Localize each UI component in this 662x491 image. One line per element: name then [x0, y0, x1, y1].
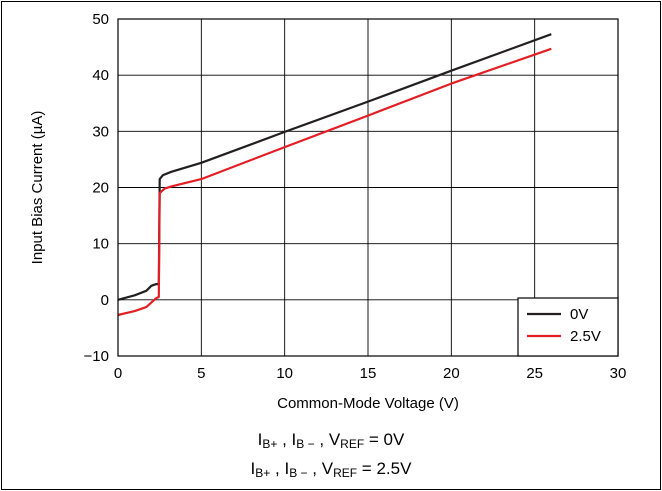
- caption-text: I: [257, 430, 263, 449]
- x-tick-label: 0: [114, 365, 122, 382]
- y-axis-title: Input Bias Current (µA): [29, 111, 46, 265]
- tick-labels: 0 5 10 15 20 25 30 −10 0 10 20 30 40 50: [84, 11, 627, 382]
- series-line-2-5v: [117, 47, 552, 317]
- caption-subscript: B+: [262, 437, 278, 451]
- y-tick-label: 0: [101, 292, 109, 309]
- caption-subscript: REF: [333, 466, 358, 480]
- y-tick-label: 30: [92, 123, 109, 140]
- caption-text: , I: [270, 459, 290, 478]
- caption-text: = 0V: [364, 430, 405, 449]
- x-tick-label: 25: [526, 365, 543, 382]
- x-tick-label: 15: [360, 365, 377, 382]
- y-tick-label: 40: [92, 67, 109, 84]
- y-tick-label: 20: [92, 180, 109, 197]
- caption-subscript: B+: [255, 466, 271, 480]
- caption-ref-0v: IB+ , IB − , VREF = 0V: [2, 430, 660, 450]
- y-tick-label: −10: [84, 348, 109, 365]
- y-tick-label: 10: [92, 236, 109, 253]
- caption-ref-2-5v: IB+ , IB − , VREF = 2.5V: [2, 459, 660, 479]
- x-tick-label: 5: [197, 365, 205, 382]
- y-tick-label: 50: [92, 11, 109, 28]
- legend-label: 0V: [570, 306, 588, 323]
- caption-text: = 2.5V: [357, 459, 412, 478]
- series-lines: [117, 33, 552, 317]
- legend-box: [517, 297, 619, 357]
- legend-entries: 0V 2.5V: [527, 306, 601, 345]
- x-axis-title: Common-Mode Voltage (V): [277, 395, 459, 412]
- caption-text: I: [250, 459, 256, 478]
- caption-text: , V: [307, 459, 334, 478]
- caption-subscript: B −: [296, 437, 315, 451]
- x-tick-label: 30: [610, 365, 627, 382]
- legend-label: 2.5V: [570, 328, 601, 345]
- plot-border: [117, 18, 619, 357]
- caption-text: , I: [277, 430, 297, 449]
- chart: 0 5 10 15 20 25 30 −10 0 10 20 30 40 50 Common-Mode V…: [29, 11, 627, 412]
- series-line-0v: [117, 33, 552, 301]
- caption-subscript: REF: [340, 437, 365, 451]
- caption-text: , V: [314, 430, 341, 449]
- x-tick-label: 10: [276, 365, 293, 382]
- x-tick-label: 20: [443, 365, 460, 382]
- caption-subscript: B −: [289, 466, 308, 480]
- legend: 0V 2.5V: [517, 297, 619, 357]
